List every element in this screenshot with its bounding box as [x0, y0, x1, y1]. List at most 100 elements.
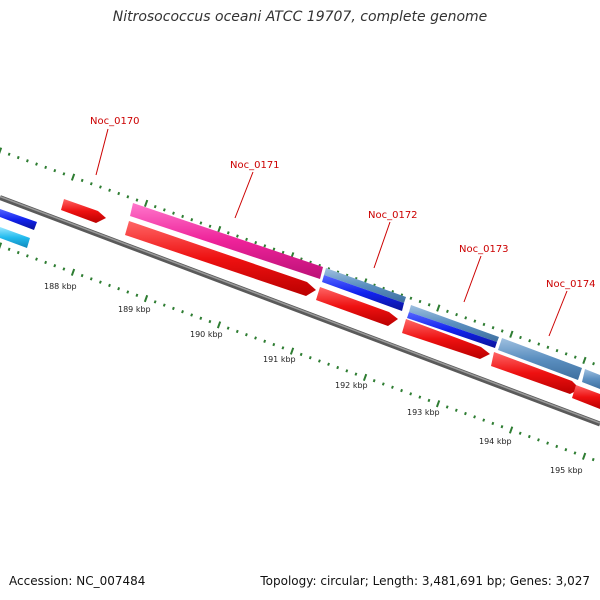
inner-ruler-dot: [372, 379, 376, 383]
inner-ruler-dot: [235, 329, 239, 334]
feature-noc-0174[interactable]: [498, 338, 582, 380]
outer-ruler-dot: [573, 355, 577, 359]
inner-ruler-dot: [254, 336, 257, 340]
outer-ruler-dot: [537, 342, 541, 346]
outer-ruler-dot: [592, 362, 595, 366]
inner-ruler-dot: [272, 342, 276, 347]
feature-cyan-left[interactable]: [0, 227, 30, 248]
callout-noc-0173: Noc_0173: [459, 244, 509, 303]
feature-noc-0173[interactable]: [409, 305, 499, 342]
outer-ruler-dot: [272, 247, 276, 251]
outer-ruler-dot: [190, 218, 194, 222]
outer-ruler-dot: [491, 326, 495, 330]
accession-label: Accession: NC_007484: [9, 574, 146, 588]
feature-noc-0172-blue[interactable]: [322, 275, 404, 311]
inner-ruler-major-tick: [0, 242, 3, 249]
outer-ruler-dot: [245, 237, 248, 242]
inner-ruler-dot: [44, 260, 48, 265]
outer-ruler-dot: [80, 178, 84, 183]
feature-blue-left[interactable]: [0, 209, 37, 230]
feature-red-4[interactable]: [491, 352, 580, 394]
feature-noc-0172[interactable]: [324, 268, 406, 303]
inner-ruler-dot: [546, 441, 550, 445]
inner-ruler-dot: [25, 254, 29, 258]
outer-ruler-major-tick: [0, 147, 3, 154]
outer-ruler-dot: [281, 250, 285, 255]
kbp-label-193: 193 kbp: [407, 408, 440, 417]
outer-ruler-dot: [482, 322, 486, 327]
feature-red-2[interactable]: [316, 287, 398, 326]
callout-noc-0172: Noc_0172: [368, 210, 418, 269]
inner-ruler-dot: [418, 395, 422, 399]
inner-ruler-dot: [162, 303, 166, 307]
feature-noc-0171[interactable]: [130, 203, 323, 279]
inner-ruler-dot: [500, 425, 504, 429]
inner-ruler-dot: [199, 316, 203, 320]
inner-ruler-dot: [445, 405, 449, 409]
outer-ruler-dot: [528, 339, 532, 343]
inner-ruler-dot: [354, 372, 358, 376]
inner-ruler-dot: [454, 408, 458, 412]
inner-ruler-dot: [400, 388, 403, 393]
outer-ruler-dot: [153, 204, 157, 209]
inner-ruler-dot: [190, 313, 194, 317]
inner-ruler-dot: [391, 385, 394, 389]
inner-ruler-dot: [245, 333, 248, 337]
callout-noc-0171: Noc_0171: [230, 160, 280, 219]
inner-ruler-dot: [7, 247, 11, 251]
outer-ruler-dot: [546, 345, 550, 349]
inner-ruler-dot: [409, 392, 413, 396]
inner-ruler-major-tick: [216, 321, 222, 329]
inner-ruler-dot: [89, 277, 93, 281]
feature-red-3[interactable]: [402, 319, 490, 359]
inner-ruler-dot: [537, 438, 540, 442]
outer-ruler-dot: [108, 188, 111, 192]
inner-ruler-dot: [318, 359, 321, 363]
outer-ruler-dot: [446, 309, 449, 313]
inner-ruler-dot: [53, 264, 57, 268]
outer-ruler-dot: [409, 296, 413, 300]
outer-ruler-major-tick: [509, 330, 514, 338]
outer-ruler-dot: [25, 159, 29, 163]
outer-ruler-dot: [162, 208, 166, 212]
inner-ruler-dot: [518, 431, 522, 435]
kbp-label-194: 194 kbp: [479, 437, 512, 446]
outer-ruler-dot: [519, 335, 522, 340]
inner-ruler-dot: [464, 411, 467, 416]
kbp-label-191: 191 kbp: [263, 355, 296, 364]
inner-ruler-dot: [135, 293, 139, 297]
outer-ruler-dot: [564, 352, 568, 356]
svg-text:Noc_0171: Noc_0171: [230, 160, 280, 171]
kbp-label-192: 192 kbp: [335, 381, 368, 390]
inner-ruler-dot: [473, 415, 476, 419]
inner-ruler-dot: [527, 434, 531, 439]
outer-ruler-dot: [16, 155, 20, 160]
inner-ruler-dot: [108, 283, 111, 288]
outer-ruler-dot: [53, 168, 57, 173]
inner-ruler-major-tick: [289, 347, 295, 355]
inner-ruler-dot: [327, 362, 330, 366]
feature-steel-right[interactable]: [582, 369, 600, 389]
outer-ruler: [0, 147, 595, 366]
svg-text:Noc_0170: Noc_0170: [90, 116, 140, 127]
inner-ruler-dot: [16, 250, 20, 255]
feature-red-1[interactable]: [125, 221, 316, 296]
outer-ruler-dot: [254, 240, 258, 245]
inner-ruler-dot: [336, 365, 340, 370]
feature-noc-0173-blue[interactable]: [407, 312, 497, 348]
outer-ruler-dot: [455, 312, 458, 317]
inner-ruler-dot: [35, 257, 38, 261]
inner-ruler-dot: [381, 382, 385, 386]
inner-ruler-dot: [171, 306, 175, 311]
outer-ruler-dot: [62, 172, 66, 176]
inner-ruler-dot: [80, 273, 84, 278]
outer-ruler-dot: [199, 221, 203, 225]
inner-ruler-dot: [226, 326, 230, 330]
outer-ruler-dot: [427, 303, 431, 307]
svg-text:Noc_0174: Noc_0174: [546, 279, 596, 290]
inner-ruler: [0, 242, 595, 462]
svg-text:Noc_0172: Noc_0172: [368, 210, 418, 221]
feature-red-5[interactable]: [572, 385, 600, 409]
feature-noc-0170[interactable]: [61, 199, 106, 223]
